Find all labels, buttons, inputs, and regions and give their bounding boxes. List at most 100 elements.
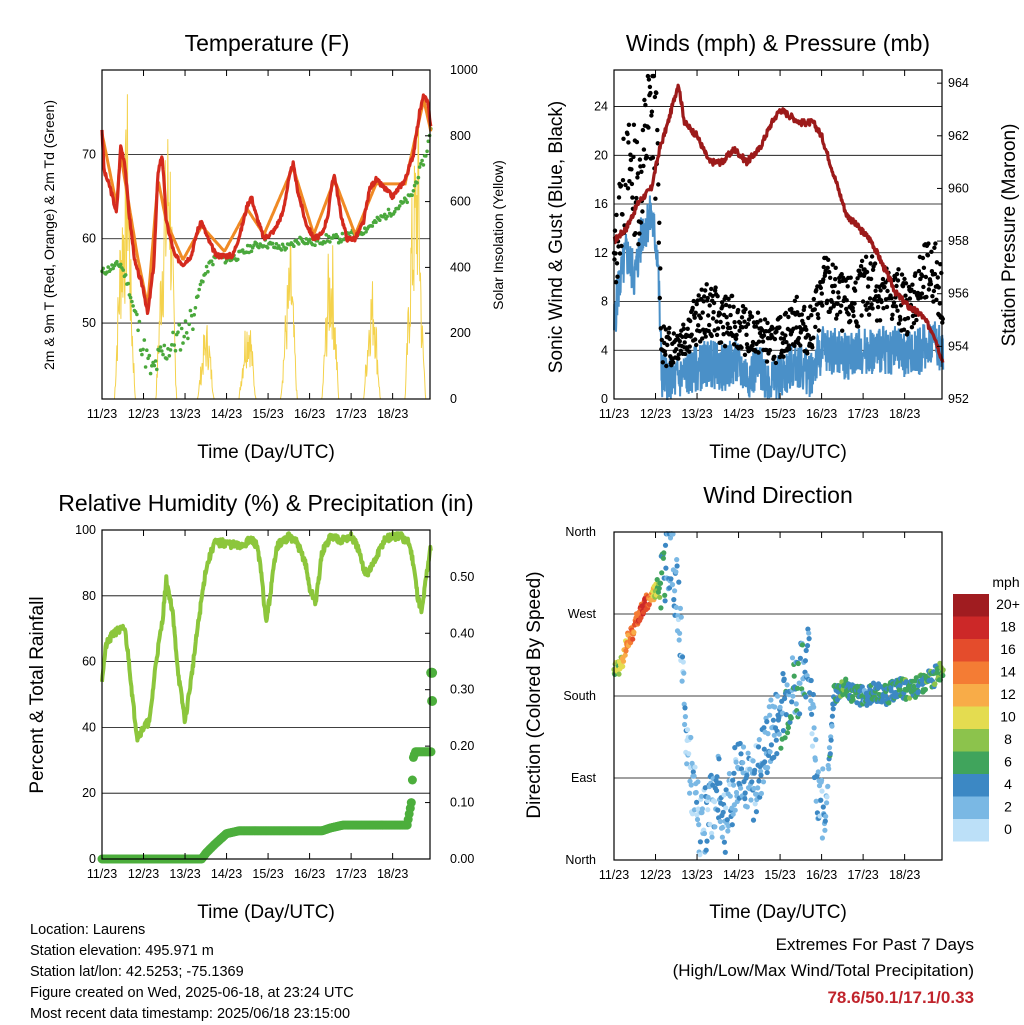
gust-point bbox=[637, 231, 642, 236]
temperature-plot-area bbox=[100, 93, 433, 400]
gust-point bbox=[698, 315, 703, 321]
x-tick-label: 13/23 bbox=[169, 867, 200, 881]
gust-point bbox=[617, 251, 623, 256]
direction-point bbox=[660, 555, 667, 561]
winds-plot-area bbox=[611, 73, 945, 400]
direction-point bbox=[697, 839, 704, 845]
direction-point bbox=[829, 723, 835, 729]
gust-point bbox=[647, 84, 653, 90]
winds-y-tick-right: 956 bbox=[948, 287, 969, 301]
legend-swatch bbox=[953, 819, 989, 842]
gust-point bbox=[796, 335, 801, 341]
gust-point bbox=[916, 268, 922, 274]
gust-point bbox=[836, 290, 841, 295]
gust-point bbox=[903, 281, 909, 286]
direction-point bbox=[723, 805, 729, 811]
gust-point bbox=[646, 77, 652, 82]
direction-point bbox=[696, 822, 702, 828]
gust-point bbox=[718, 319, 723, 325]
direction-y-tick-label: East bbox=[571, 771, 597, 785]
direction-point bbox=[886, 700, 892, 706]
gust-point bbox=[875, 304, 881, 310]
gust-point bbox=[825, 265, 830, 270]
direction-point bbox=[631, 629, 637, 636]
gust-point bbox=[735, 307, 741, 313]
humidity-y-tick-left: 100 bbox=[75, 523, 96, 537]
x-tick-label: 12/23 bbox=[128, 407, 159, 421]
direction-point bbox=[677, 605, 684, 612]
gust-point bbox=[717, 311, 723, 317]
gust-point bbox=[772, 336, 778, 342]
direction-point bbox=[787, 719, 793, 725]
gust-point bbox=[677, 339, 682, 344]
gust-point bbox=[885, 288, 890, 294]
temperature-y-label-left: 2m & 9m T (Red, Orange) & 2m Td (Green) bbox=[41, 100, 57, 370]
direction-point bbox=[714, 788, 720, 794]
gust-point bbox=[868, 276, 874, 282]
direction-point bbox=[765, 765, 771, 771]
gust-point bbox=[781, 336, 787, 342]
gust-point bbox=[641, 163, 646, 169]
gust-point bbox=[813, 324, 818, 330]
winds-x-label: Time (Day/UTC) bbox=[709, 442, 847, 463]
dewpoint-point bbox=[167, 354, 172, 358]
direction-point bbox=[764, 769, 770, 776]
direction-point bbox=[809, 743, 816, 749]
gust-point bbox=[786, 314, 791, 320]
x-tick-label: 16/23 bbox=[806, 407, 837, 421]
gust-point bbox=[907, 296, 913, 301]
dewpoint-point bbox=[118, 262, 123, 267]
direction-point bbox=[730, 777, 736, 783]
direction-point bbox=[770, 717, 777, 723]
legend-swatch bbox=[953, 616, 989, 639]
gust-point bbox=[614, 212, 619, 218]
gust-point bbox=[715, 326, 721, 331]
gust-point bbox=[712, 328, 717, 333]
gust-point bbox=[730, 333, 736, 338]
direction-point bbox=[776, 731, 782, 737]
direction-point bbox=[780, 671, 786, 677]
direction-point bbox=[672, 588, 678, 594]
gust-point bbox=[719, 300, 725, 305]
direction-point bbox=[709, 834, 715, 840]
humidity-y-tick-right: 0.30 bbox=[450, 683, 474, 697]
gust-point bbox=[811, 296, 816, 302]
gust-point bbox=[665, 342, 670, 348]
dewpoint-point bbox=[270, 241, 275, 246]
direction-point bbox=[694, 799, 700, 805]
gust-point bbox=[845, 284, 850, 289]
direction-point bbox=[750, 758, 756, 764]
gust-point bbox=[628, 157, 634, 163]
direction-point bbox=[720, 809, 726, 815]
direction-y-label-left: Direction (Colored By Speed) bbox=[524, 571, 545, 818]
gust-point bbox=[640, 127, 646, 133]
x-tick-label: 15/23 bbox=[252, 867, 283, 881]
gust-point bbox=[809, 313, 814, 318]
dewpoint-point bbox=[179, 326, 184, 331]
x-tick-label: 14/23 bbox=[211, 867, 242, 881]
gust-point bbox=[903, 293, 908, 298]
direction-point bbox=[812, 757, 819, 763]
direction-point bbox=[738, 785, 744, 791]
direction-point bbox=[824, 800, 830, 806]
dewpoint-point bbox=[182, 334, 186, 339]
gust-point bbox=[649, 109, 655, 114]
dewpoint-point bbox=[153, 359, 158, 363]
gust-point bbox=[854, 320, 859, 325]
gust-point bbox=[889, 316, 895, 321]
gust-point bbox=[816, 328, 821, 333]
humidity-y-tick-left: 20 bbox=[82, 786, 96, 800]
dewpoint-point bbox=[424, 154, 428, 158]
gust-point bbox=[840, 328, 845, 333]
gust-point bbox=[828, 306, 833, 311]
direction-point bbox=[668, 576, 674, 582]
direction-point bbox=[620, 663, 626, 670]
humidity-y-tick-right: 0.40 bbox=[450, 626, 474, 640]
gust-point bbox=[626, 122, 632, 128]
direction-point bbox=[688, 782, 694, 788]
gust-point bbox=[704, 282, 709, 287]
direction-point bbox=[808, 677, 814, 684]
dewpoint-point bbox=[340, 231, 345, 236]
gust-point bbox=[635, 171, 641, 176]
direction-point bbox=[705, 794, 711, 800]
